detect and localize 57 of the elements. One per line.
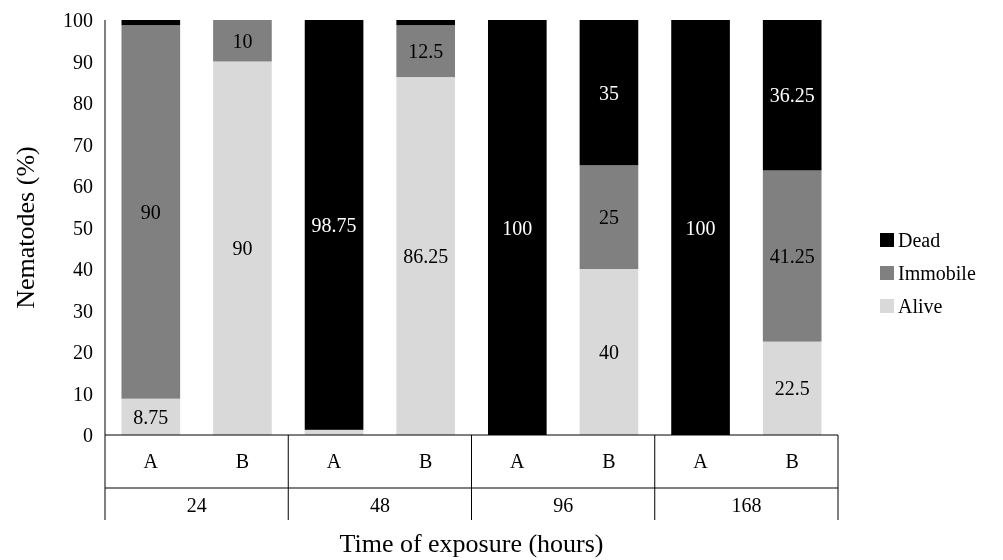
text: 96 [553,494,574,516]
bar [579,165,639,269]
x-tick-label: A [693,450,709,472]
text: 24 [186,494,207,516]
data-label: 40 [598,341,619,363]
bar [762,341,822,435]
bar [396,20,456,26]
x-tick-label: B [235,450,250,472]
x-tick-label: B [602,450,616,472]
bar [396,77,456,435]
data-label: 10 [232,29,253,52]
x-axis-title: Time of exposure (hours) [339,529,604,558]
data-label: 36.25 [769,84,815,107]
data-label: 35 [598,81,619,104]
y-tick-label: 0 [83,424,93,446]
legend-label: Dead [898,229,941,251]
bar [579,20,639,166]
x-tick-label: A [326,450,342,472]
y-tick-label: 10 [73,382,93,405]
x-tick-label: A [510,450,526,472]
data-label: 100 [685,216,716,239]
data-label: 12.5 [408,40,444,63]
bar [213,20,272,62]
y-tick-label: 30 [73,299,93,322]
x-tick-label: A [143,450,159,472]
data-label: 98.75 [311,213,357,236]
y-tick-label: 90 [73,50,93,73]
bar [304,20,364,430]
y-tick-label: 60 [73,175,93,197]
y-tick-label: 70 [73,133,93,156]
y-tick-label: 100 [63,9,93,31]
bar [762,170,822,342]
legend-label: Alive [898,295,943,317]
text: 168 [731,494,762,516]
y-tick-label: 20 [73,341,93,363]
data-label: 8.75 [133,405,169,428]
text: 48 [369,494,390,516]
bar [213,61,272,435]
bar [121,20,181,26]
bar [121,25,181,399]
y-tick-label: 40 [73,258,93,280]
bar [762,20,822,171]
data-label: 22.5 [774,377,810,400]
bar [579,269,639,435]
y-tick-label: 80 [73,92,93,114]
legend-label: Immobile [898,262,976,284]
x-tick-label: B [419,450,433,472]
bar [396,25,456,78]
y-tick-label: 50 [73,216,93,239]
data-label: 100 [502,216,533,239]
data-label: 86.25 [403,245,449,268]
data-label: 41.25 [769,245,815,268]
data-label: 25 [598,206,619,229]
x-tick-label: B [785,450,799,472]
data-label: 90 [232,237,253,260]
data-label: 90 [140,200,161,223]
y-axis-title: Nematodes (%) [11,146,40,309]
